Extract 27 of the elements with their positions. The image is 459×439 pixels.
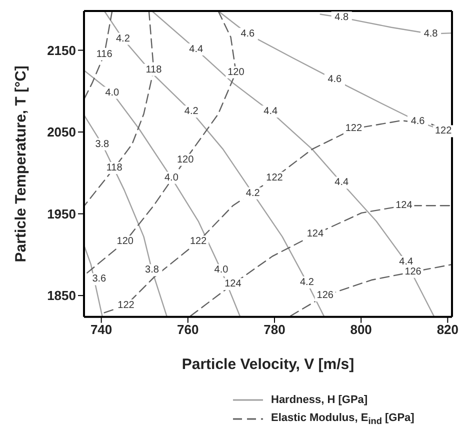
legend-label: Hardness, H [GPa] [271,394,368,406]
annotation: 4.2 [116,33,130,44]
y-tick-label: 2150 [47,42,76,58]
annotation: 116 [96,48,113,60]
x-tick-label: 780 [264,322,286,338]
x-tick-label: 820 [436,322,459,338]
y-axis-title: Particle Temperature, T [°C] [12,66,30,262]
annotation: 124 [396,200,413,212]
annotation: 4.0 [214,264,229,276]
y-tick-label: 2050 [47,124,76,140]
y-tick-label: 1850 [47,288,76,304]
annotation: 3.6 [92,274,107,285]
annotation: 120 [176,154,194,166]
y-tick-label: 1950 [47,206,76,222]
legend-label: Elastic Modulus, E$_{ind}$ [GPa] [271,412,414,426]
annotation: 3.8 [95,138,110,150]
annotation: 122 [434,126,452,137]
annotation: 122 [345,123,362,134]
x-tick-label: 740 [90,322,112,338]
x-axis-title: Particle Velocity, V [m/s] [182,356,354,373]
annotation: 4.4 [399,256,414,268]
annotation: 120 [116,236,134,248]
annotation: 4.2 [300,276,314,288]
annotation: 120 [228,66,245,78]
x-tick-label: 800 [350,322,372,338]
x-tick-label: 760 [177,322,199,338]
annotation: 122 [118,300,135,311]
